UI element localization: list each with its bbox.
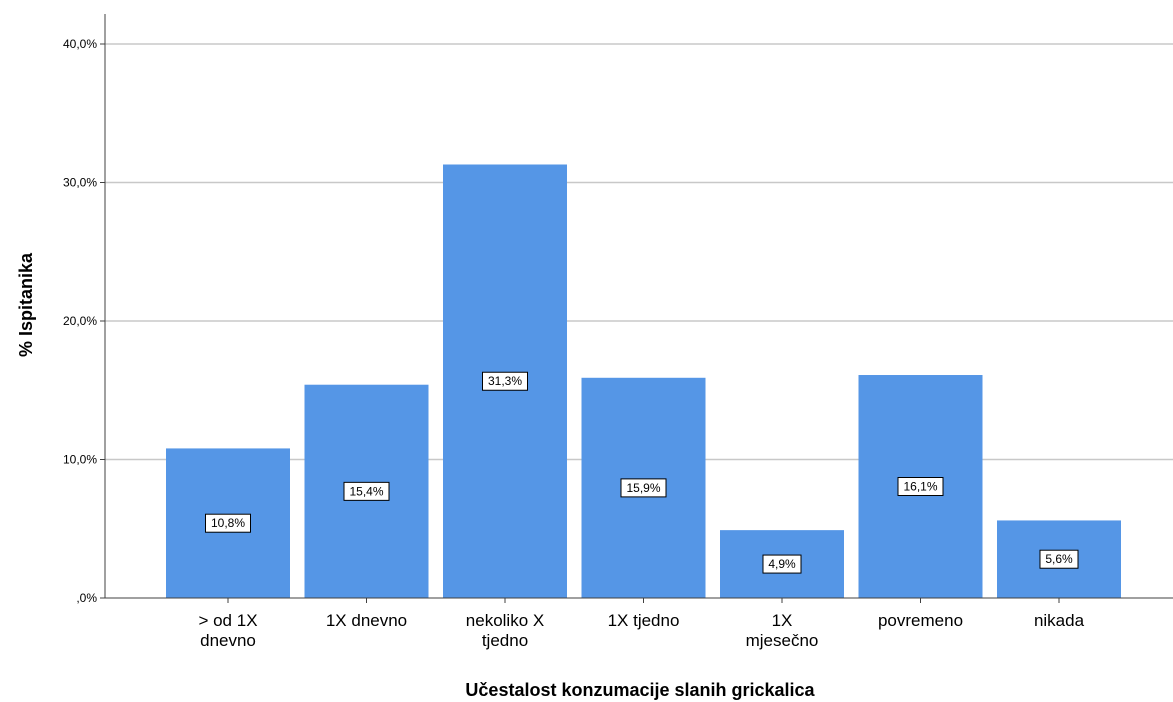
data-label-box bbox=[343, 481, 390, 501]
data-label: 16,1% bbox=[903, 480, 937, 494]
y-tick-label: 30,0% bbox=[63, 176, 97, 190]
data-label: 10,8% bbox=[211, 516, 245, 530]
data-labels: 10,8% 15,4% 31,3% 15,9% 4,9% 16,1% 5,6% bbox=[205, 371, 1079, 574]
data-label-box bbox=[897, 477, 944, 497]
data-label-box bbox=[620, 478, 667, 498]
x-tick-label: 1X tjedno bbox=[608, 611, 680, 630]
axes bbox=[104, 14, 1173, 599]
x-tick-label: nikada bbox=[1034, 611, 1085, 630]
data-label: 15,9% bbox=[626, 481, 660, 495]
data-label: 5,6% bbox=[1045, 552, 1073, 566]
x-axis-title: Učestalost konzumacije slanih grickalica bbox=[465, 680, 815, 700]
y-tick-labels: ,0% 10,0% 20,0% 30,0% 40,0% bbox=[63, 37, 105, 605]
data-label: 4,9% bbox=[768, 557, 796, 571]
y-axis-title: % Ispitanika bbox=[16, 252, 36, 357]
data-label: 31,3% bbox=[488, 374, 522, 388]
data-label: 15,4% bbox=[349, 484, 383, 498]
data-label-box bbox=[205, 513, 251, 533]
data-label-box bbox=[482, 371, 528, 391]
y-tick-label: 20,0% bbox=[63, 314, 97, 328]
bars bbox=[166, 164, 1121, 598]
data-label-box bbox=[1039, 549, 1079, 569]
x-tick-label: > od 1X dnevno bbox=[198, 611, 257, 650]
y-tick-label: 40,0% bbox=[63, 37, 97, 51]
y-tick-label: 10,0% bbox=[63, 453, 97, 467]
x-tick-label: povremeno bbox=[878, 611, 963, 630]
x-tick-label: 1X mjesečno bbox=[746, 611, 819, 650]
data-label-box bbox=[762, 554, 802, 574]
x-tick-label: 1X dnevno bbox=[326, 611, 407, 630]
y-tick-label: ,0% bbox=[76, 591, 97, 605]
